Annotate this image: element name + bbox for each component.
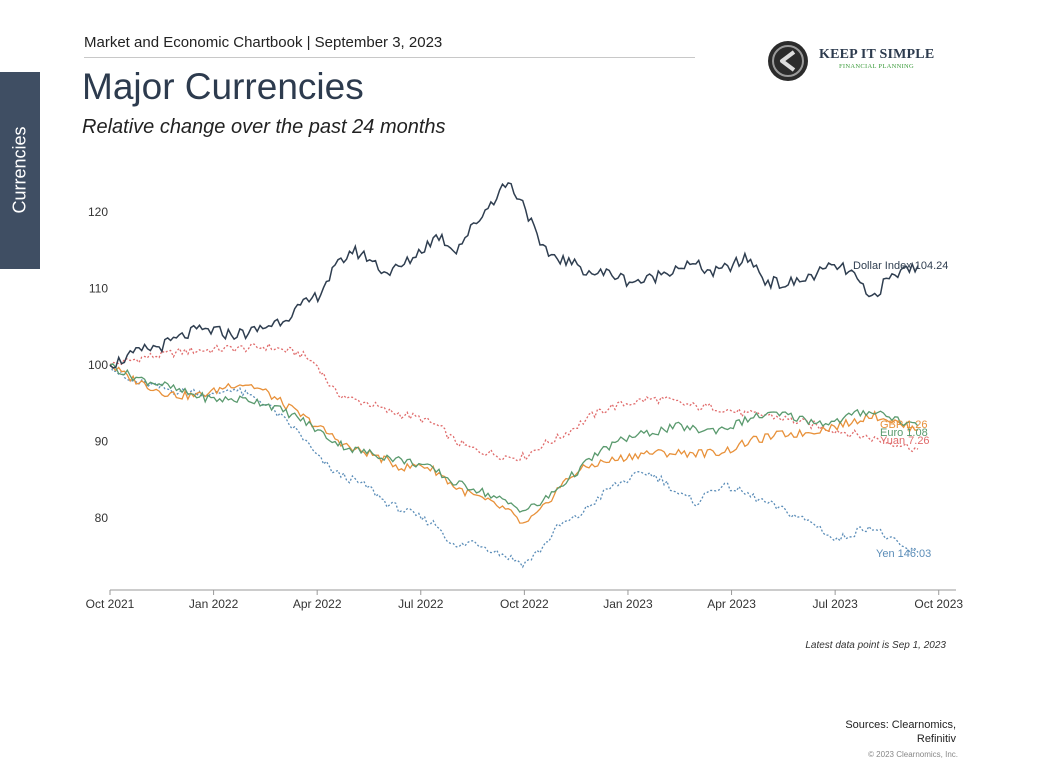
series-line-dollar xyxy=(109,182,919,369)
y-tick-label: 100 xyxy=(88,358,108,372)
y-tick-label: 120 xyxy=(88,205,108,219)
x-tick-label: Apr 2023 xyxy=(707,597,756,611)
page-title: Major Currencies xyxy=(82,66,364,107)
series-label-euro: Euro 1.08 xyxy=(880,427,928,439)
logo-tagline: FINANCIAL PLANNING xyxy=(839,63,915,70)
x-tick-label: Jul 2022 xyxy=(398,597,444,611)
series-label-yuan: Yuan 7.26 xyxy=(880,435,930,447)
x-tick-label: Jan 2022 xyxy=(189,597,239,611)
y-tick-label: 80 xyxy=(95,511,109,525)
x-tick-label: Oct 2021 xyxy=(86,597,135,611)
series-line-gbp xyxy=(109,364,919,524)
series-line-yen xyxy=(109,364,919,569)
series-label-dollar: Dollar Index 104.24 xyxy=(853,260,948,272)
x-tick-label: Apr 2022 xyxy=(293,597,342,611)
logo-emblem-icon xyxy=(768,41,808,81)
logo-name: KEEP IT SIMPLE xyxy=(819,47,935,62)
x-tick-label: Oct 2022 xyxy=(500,597,549,611)
page-subtitle: Relative change over the past 24 months xyxy=(82,116,446,138)
x-tick-label: Jul 2023 xyxy=(812,597,858,611)
x-tick-label: Oct 2023 xyxy=(914,597,963,611)
x-tick-label: Jan 2023 xyxy=(603,597,653,611)
series-line-euro xyxy=(109,363,919,513)
series-line-yuan xyxy=(109,342,919,462)
latest-data-note: Latest data point is Sep 1, 2023 xyxy=(805,640,946,651)
y-tick-label: 110 xyxy=(89,282,108,296)
copyright-note: © 2023 Clearnomics, Inc. xyxy=(868,750,958,759)
y-tick-label: 90 xyxy=(95,435,109,449)
sources-note: Sources: Clearnomics, Refinitiv xyxy=(845,719,956,745)
header-divider xyxy=(84,57,695,58)
keep-it-simple-logo: KEEP IT SIMPLE FINANCIAL PLANNING xyxy=(767,40,937,82)
side-section-tab: Currencies xyxy=(0,72,40,269)
series-label-yen: Yen 146.03 xyxy=(876,548,931,560)
chartbook-header: Market and Economic Chartbook | Septembe… xyxy=(84,34,443,51)
series-label-gbp: GBP 1.26 xyxy=(880,419,928,431)
